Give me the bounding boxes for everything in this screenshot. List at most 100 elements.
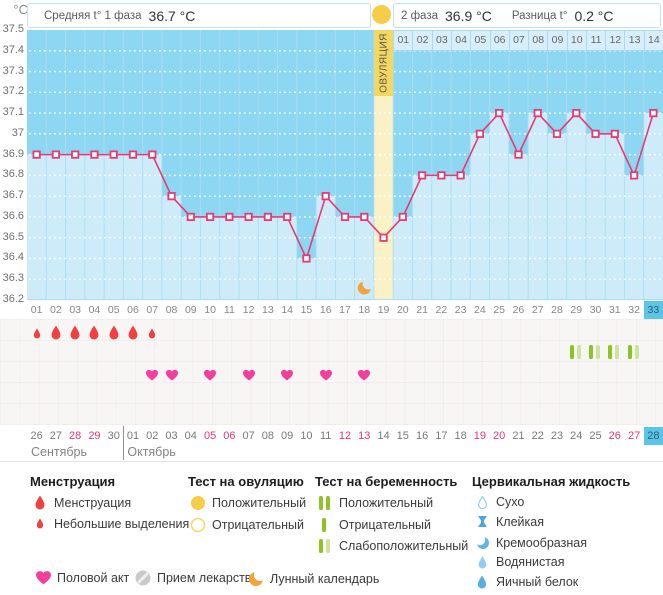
cycle-day-cell[interactable]: 13 xyxy=(262,304,274,316)
y-tick-label: 37.3 xyxy=(2,64,24,77)
cycle-day-cell[interactable]: 01 xyxy=(30,304,43,316)
temp-point[interactable] xyxy=(649,108,658,118)
drop-eggwhite-icon xyxy=(472,575,492,589)
cycle-day-cell[interactable]: 30 xyxy=(589,304,602,316)
temp-point[interactable] xyxy=(71,150,80,159)
temperature-chart[interactable] xyxy=(27,30,663,300)
cycle-day-cell[interactable]: 16 xyxy=(319,304,332,316)
temp-point[interactable] xyxy=(610,129,619,138)
intercourse-heart-icon xyxy=(278,369,297,381)
temp-point[interactable] xyxy=(591,129,600,138)
temp-point[interactable] xyxy=(456,171,465,180)
temp-point[interactable] xyxy=(205,212,215,222)
cycle-day-cell[interactable]: 22 xyxy=(435,304,448,316)
temp-point[interactable] xyxy=(398,212,407,222)
temp-point[interactable] xyxy=(475,129,485,138)
intercourse-heart-icon xyxy=(162,369,181,381)
temp-point[interactable] xyxy=(495,108,504,118)
calendar-date-cell: 30 xyxy=(107,430,120,442)
temp-point[interactable] xyxy=(128,150,138,159)
temp-point[interactable] xyxy=(340,212,350,222)
legend-item: Отрицательный xyxy=(315,517,431,533)
cycle-day-cell[interactable]: 12 xyxy=(242,304,255,316)
legend-item: Кремообразная xyxy=(472,535,587,550)
cycle-day-cell[interactable]: 33 xyxy=(643,301,663,320)
temp-point[interactable] xyxy=(51,150,61,159)
temp-point[interactable] xyxy=(552,129,562,138)
month-separator xyxy=(123,426,124,460)
cycle-day-cell[interactable]: 10 xyxy=(204,304,216,316)
calendar-date-cell: 09 xyxy=(281,430,294,442)
cycle-day-cell[interactable]: 05 xyxy=(107,304,120,316)
phase1-summary: Средняя t° 1 фаза 36.7 °C xyxy=(27,3,371,28)
temp-point[interactable] xyxy=(186,212,195,222)
cycle-day-cell[interactable]: 04 xyxy=(88,304,101,316)
cycle-day-cell[interactable]: 08 xyxy=(165,304,178,316)
phase2-day-cell: 07 xyxy=(508,30,530,51)
drop-outline-icon xyxy=(472,495,492,509)
phase2-day-cell: 02 xyxy=(412,30,433,51)
phase2-day-cell: 09 xyxy=(547,30,568,51)
phase2-day-cell: 05 xyxy=(470,30,491,51)
cycle-day-cell[interactable]: 09 xyxy=(184,304,197,316)
temp-point[interactable] xyxy=(437,171,446,180)
cycle-day-cell[interactable]: 28 xyxy=(551,304,563,316)
pregnancy-test-weak-icon xyxy=(567,344,586,360)
temp-point[interactable] xyxy=(321,192,330,201)
temp-point[interactable] xyxy=(148,150,157,159)
temp-point[interactable] xyxy=(302,254,311,263)
temp-point[interactable] xyxy=(244,212,253,222)
y-tick-label: 36.5 xyxy=(2,230,24,243)
y-tick-label: 37.1 xyxy=(2,106,24,119)
cycle-day-cell[interactable]: 25 xyxy=(493,304,505,316)
cycle-day-cell[interactable]: 07 xyxy=(146,304,159,316)
cycle-day-cell[interactable]: 17 xyxy=(339,304,351,316)
legend-section-title: Тест на беременность xyxy=(315,474,458,489)
menstruation-icon xyxy=(66,325,85,340)
cycle-day-cell[interactable]: 27 xyxy=(531,304,544,316)
calendar-date-cell: 26 xyxy=(608,430,621,442)
cycle-day-cell[interactable]: 19 xyxy=(377,304,390,316)
temp-point[interactable] xyxy=(90,150,99,159)
phase1-value: 36.7 °C xyxy=(148,7,196,24)
cycle-day-cell[interactable]: 15 xyxy=(300,304,313,316)
temp-point[interactable] xyxy=(283,212,292,222)
legend-item: Клейкая xyxy=(472,515,544,529)
temp-point[interactable] xyxy=(225,212,234,222)
cycle-day-cell[interactable]: 18 xyxy=(358,304,371,316)
cycle-day-cell[interactable]: 11 xyxy=(223,304,235,316)
temp-point[interactable] xyxy=(32,150,41,159)
circle-filled-icon xyxy=(188,495,208,511)
cycle-day-cell[interactable]: 03 xyxy=(69,304,81,316)
cycle-day-cell[interactable]: 21 xyxy=(416,304,428,316)
cycle-day-cell[interactable]: 29 xyxy=(570,304,583,316)
calendar-date-cell: 25 xyxy=(589,430,602,442)
intercourse-heart-icon xyxy=(239,369,258,381)
cycle-day-cell[interactable]: 14 xyxy=(281,304,293,316)
y-tick-label: 36.4 xyxy=(2,251,24,264)
temp-point[interactable] xyxy=(263,212,273,222)
temp-point[interactable] xyxy=(629,171,639,180)
cycle-day-cell[interactable]: 02 xyxy=(50,304,62,316)
temp-point[interactable] xyxy=(360,212,369,222)
temp-point[interactable] xyxy=(514,150,523,159)
legend-item: Небольшие выделения xyxy=(30,517,189,531)
cycle-day-cell[interactable]: 20 xyxy=(396,304,409,316)
temp-point[interactable] xyxy=(379,233,388,242)
cycle-day-cell[interactable]: 24 xyxy=(474,304,486,316)
cycle-day-cell[interactable]: 06 xyxy=(127,304,139,316)
cycle-day-cell[interactable]: 26 xyxy=(512,304,525,316)
y-tick-label: 36.9 xyxy=(2,147,24,160)
cycle-day-cell[interactable]: 23 xyxy=(454,304,467,316)
temp-point[interactable] xyxy=(109,150,118,159)
temp-point[interactable] xyxy=(533,108,542,118)
temp-point[interactable] xyxy=(417,171,427,180)
ovulation-day-icon xyxy=(372,5,391,24)
cycle-day-cell[interactable]: 32 xyxy=(628,304,640,316)
calendar-date-cell: 19 xyxy=(473,430,487,442)
temp-point[interactable] xyxy=(572,108,581,118)
cycle-day-cell[interactable]: 31 xyxy=(608,304,621,316)
y-axis-unit: °C xyxy=(13,2,28,17)
temp-point[interactable] xyxy=(167,192,176,201)
